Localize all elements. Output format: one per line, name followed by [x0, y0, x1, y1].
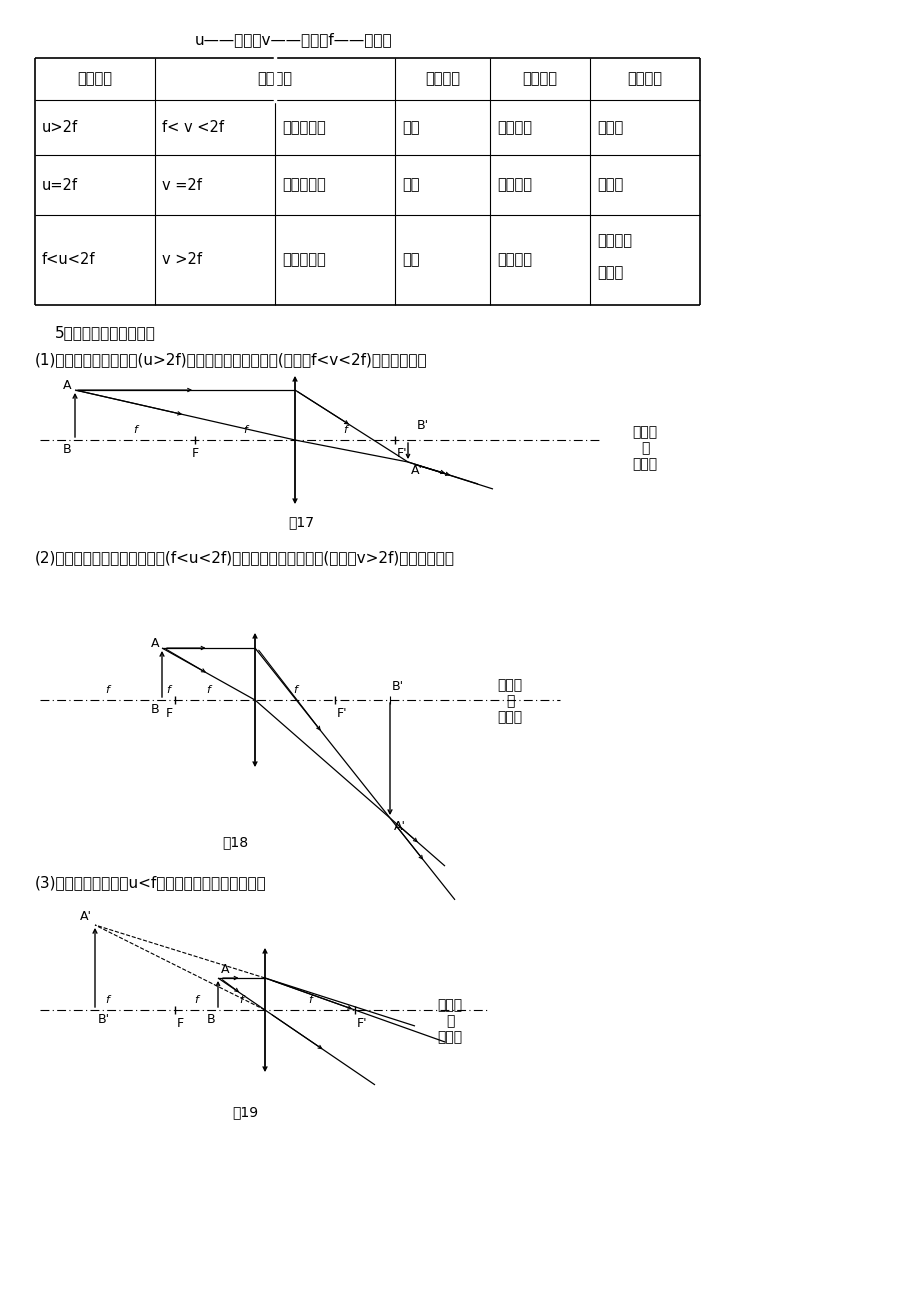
Text: f: f: [194, 995, 199, 1005]
Text: 缩小: 缩小: [402, 120, 419, 135]
Text: 像的大小: 像的大小: [425, 72, 460, 86]
Text: f< v <2f: f< v <2f: [162, 120, 223, 135]
Text: 物体位置: 物体位置: [77, 72, 112, 86]
Text: 等大: 等大: [402, 177, 419, 193]
Text: 图17: 图17: [288, 516, 313, 529]
Text: A: A: [221, 963, 229, 976]
Text: u——物距、v——像距、f——焦距。: u——物距、v——像距、f——焦距。: [195, 33, 392, 47]
Text: u>2f: u>2f: [42, 120, 78, 135]
Text: A: A: [62, 379, 71, 392]
Text: F': F': [397, 447, 407, 460]
Text: F: F: [176, 1017, 184, 1030]
Text: 5、凸透镜成像的作图：: 5、凸透镜成像的作图：: [55, 326, 155, 340]
Text: (3)物体在焦距之内（u<f），成正立、放大的虚像。: (3)物体在焦距之内（u<f），成正立、放大的虚像。: [35, 875, 267, 891]
Text: 像、物异侧: 像、物异侧: [282, 253, 325, 267]
Text: f: f: [293, 685, 297, 695]
Text: f: f: [207, 685, 210, 695]
Text: 像、物异侧: 像、物异侧: [282, 177, 325, 193]
Text: A: A: [151, 637, 159, 650]
Text: 像的位置: 像的位置: [257, 72, 292, 86]
Text: (1)物体在二倍焦距以外(u>2f)，成倒立、缩小的实像(像距：f<v<2f)，如照相机；: (1)物体在二倍焦距以外(u>2f)，成倒立、缩小的实像(像距：f<v<2f)，…: [35, 352, 427, 367]
Text: 倒立实像: 倒立实像: [496, 177, 531, 193]
Text: 图19: 图19: [232, 1105, 258, 1118]
Text: 图18: 图18: [221, 835, 248, 849]
Text: 测焦距: 测焦距: [596, 177, 622, 193]
Text: f<u<2f: f<u<2f: [42, 253, 96, 267]
Text: f: f: [243, 424, 246, 435]
Text: B': B': [416, 419, 428, 432]
Text: f: f: [343, 424, 346, 435]
Text: B: B: [150, 703, 159, 716]
Text: (2)物体在焦距和二倍焦距之间(f<u<2f)，成倒立、放大的实像(像距：v>2f)。如幻灯机。: (2)物体在焦距和二倍焦距之间(f<u<2f)，成倒立、放大的实像(像距：v>2…: [35, 549, 455, 565]
Text: 像、物异侧: 像、物异侧: [282, 120, 325, 135]
Text: f: f: [239, 995, 244, 1005]
Text: 应用举例: 应用举例: [627, 72, 662, 86]
Text: f: f: [106, 995, 109, 1005]
Text: 放大: 放大: [402, 253, 419, 267]
Text: 倒立实像: 倒立实像: [496, 120, 531, 135]
Text: B': B': [391, 680, 403, 693]
Text: v >2f: v >2f: [162, 253, 202, 267]
Text: A': A': [393, 820, 405, 833]
Text: A': A': [80, 910, 92, 923]
Text: f: f: [133, 424, 137, 435]
Text: F': F': [336, 707, 347, 720]
Text: 像的性质: 像的性质: [522, 72, 557, 86]
Text: 倒立实像: 倒立实像: [496, 253, 531, 267]
Text: F': F': [357, 1017, 368, 1030]
Text: 幻灯机、: 幻灯机、: [596, 233, 631, 247]
Text: F: F: [191, 447, 199, 460]
Text: f: f: [308, 995, 312, 1005]
Text: f: f: [166, 685, 170, 695]
Text: B: B: [206, 1013, 215, 1026]
Text: 照像机: 照像机: [596, 120, 622, 135]
Text: B: B: [62, 443, 71, 456]
Text: A': A': [411, 464, 423, 477]
Text: 放大镜
的
原理图: 放大镜 的 原理图: [437, 999, 462, 1044]
Text: B': B': [98, 1013, 110, 1026]
Text: F: F: [165, 707, 173, 720]
Text: 照相机
的
原理图: 照相机 的 原理图: [631, 424, 657, 471]
Text: f: f: [106, 685, 109, 695]
Text: v =2f: v =2f: [162, 177, 201, 193]
Text: u=2f: u=2f: [42, 177, 78, 193]
Text: 投影仪: 投影仪: [596, 266, 622, 280]
Text: 幻灯机
的
原理图: 幻灯机 的 原理图: [497, 678, 522, 724]
